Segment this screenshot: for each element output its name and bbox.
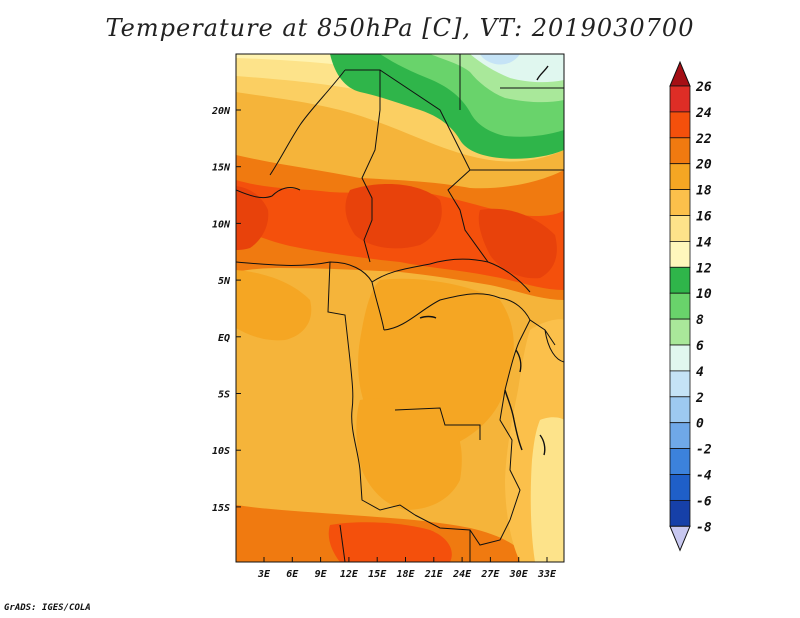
colorbar-swatch bbox=[669, 85, 691, 113]
x-tick-label: 15E bbox=[368, 569, 387, 580]
colorbar-label: 20 bbox=[695, 158, 712, 173]
colorbar-swatch bbox=[669, 499, 691, 527]
grads-credit: GrADS: IGES/COLA bbox=[4, 603, 91, 613]
colorbar-label: 24 bbox=[695, 106, 712, 121]
x-tick-label: 12E bbox=[340, 569, 359, 580]
colorbar-label: 12 bbox=[696, 261, 712, 276]
x-tick-label: 6E bbox=[286, 569, 299, 580]
colorbar-label: 14 bbox=[696, 235, 712, 250]
y-axis: 20N 15N 10N 5N EQ 5S 10S 15S bbox=[211, 106, 241, 514]
colorbar-swatch bbox=[669, 215, 691, 242]
y-tick-label: 10S bbox=[212, 446, 230, 457]
colorbar-bottom-arrow bbox=[669, 525, 691, 552]
colorbar-top-arrow bbox=[669, 60, 691, 87]
temperature-field bbox=[236, 54, 564, 562]
colorbar-label: 8 bbox=[696, 313, 704, 328]
country-borders bbox=[236, 54, 564, 562]
colorbar-label: 10 bbox=[696, 287, 712, 302]
colorbar-swatch bbox=[669, 292, 691, 320]
colorbar-swatch bbox=[669, 240, 691, 268]
colorbar-swatch bbox=[669, 189, 691, 216]
colorbar-label: 2 bbox=[695, 391, 704, 406]
colorbar-label: 26 bbox=[695, 80, 712, 95]
coastlines bbox=[419, 65, 549, 456]
y-tick-label: 20N bbox=[211, 106, 231, 117]
colorbar-label: -2 bbox=[696, 443, 712, 458]
colorbar-label: 6 bbox=[696, 339, 704, 354]
x-tick-label: 33E bbox=[537, 569, 557, 580]
colorbar-label: 22 bbox=[695, 132, 712, 147]
colorbar-swatch bbox=[669, 370, 691, 398]
colorbar-label: 4 bbox=[696, 365, 704, 380]
x-tick-label: 30E bbox=[509, 569, 529, 580]
x-tick-label: 27E bbox=[480, 569, 500, 580]
colorbar-label: 0 bbox=[696, 417, 704, 432]
colorbar-swatch bbox=[669, 318, 691, 346]
y-tick-label: 5S bbox=[218, 390, 230, 401]
colorbar-swatch bbox=[669, 266, 691, 294]
x-axis: 3E 6E 9E 12E 15E 18E 21E 24E 27E 30E 33E bbox=[257, 557, 557, 580]
colorbar-swatch bbox=[669, 344, 691, 372]
y-tick-label: 10N bbox=[212, 219, 231, 230]
colorbar-swatch bbox=[669, 448, 691, 475]
y-tick-label: 5N bbox=[218, 276, 231, 287]
map-frame bbox=[235, 53, 565, 563]
x-tick-label: 24E bbox=[452, 569, 472, 580]
map-title: Temperature at 850hPa [C], VT: 201903070… bbox=[105, 14, 695, 42]
colorbar-label: -4 bbox=[696, 469, 712, 484]
colorbar-swatch bbox=[669, 396, 691, 424]
colorbar-swatch bbox=[669, 163, 691, 190]
y-tick-label: EQ bbox=[218, 333, 230, 344]
colorbar-label: -8 bbox=[696, 520, 712, 535]
colorbar-label: -6 bbox=[696, 494, 712, 509]
colorbar-label: 16 bbox=[696, 210, 712, 225]
x-tick-label: 9E bbox=[315, 569, 328, 580]
colorbar-label: 18 bbox=[696, 184, 712, 199]
colorbar-swatch bbox=[669, 137, 691, 165]
y-tick-label: 15N bbox=[212, 163, 231, 174]
colorbar-swatch bbox=[669, 111, 691, 139]
x-tick-label: 18E bbox=[396, 569, 415, 580]
y-tick-label: 15S bbox=[212, 503, 230, 514]
x-tick-label: 3E bbox=[257, 569, 271, 580]
colorbar-swatch bbox=[669, 422, 691, 450]
x-tick-label: 21E bbox=[424, 569, 444, 580]
colorbar-swatch bbox=[669, 474, 691, 501]
